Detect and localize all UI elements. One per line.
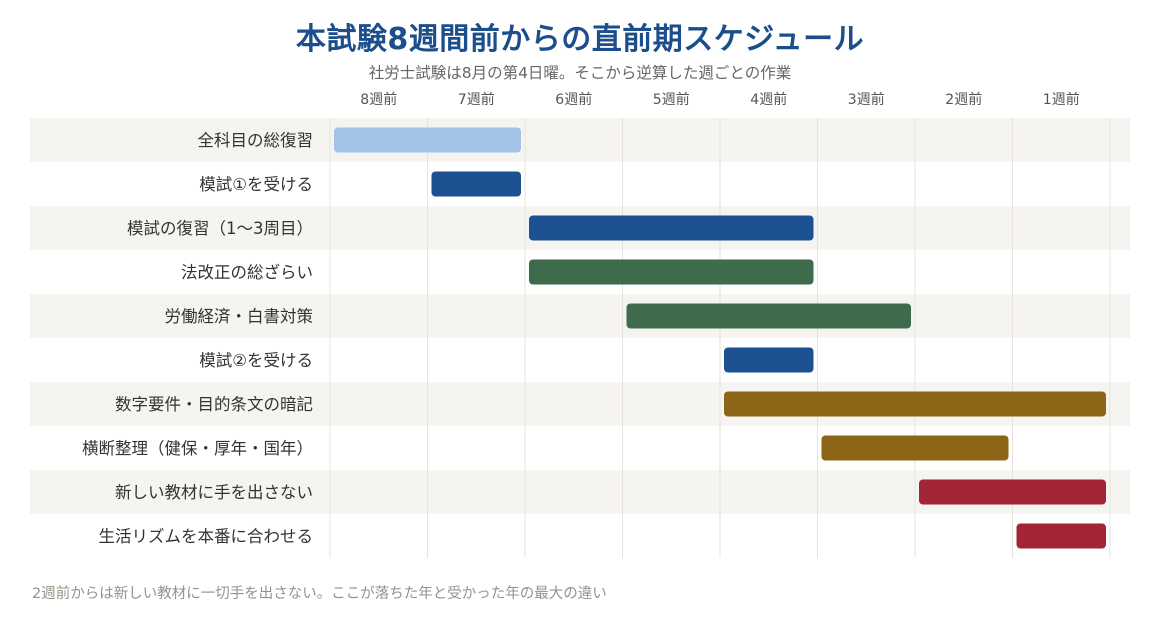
task-bar (724, 347, 814, 373)
x-tick-label: 5週前 (653, 91, 690, 108)
task-label: 横断整理（健保・厚年・国年） (82, 439, 313, 458)
task-bar (529, 259, 814, 285)
task-bar (821, 435, 1009, 461)
task-label: 生活リズムを本番に合わせる (99, 527, 314, 546)
x-axis-ticks: 8週前 7週前 6週前 5週前 4週前 3週前 2週前 1週前 (360, 91, 1079, 108)
task-bar (431, 171, 521, 197)
row-band (30, 294, 1130, 338)
task-label: 模試の復習（1〜3周目） (127, 219, 313, 238)
task-label: 模試①を受ける (199, 175, 313, 194)
chart-title: 本試験8週間前からの直前期スケジュール (295, 22, 865, 57)
row-band (30, 118, 1130, 162)
chart-footnote: 2週前からは新しい教材に一切手を出さない。ここが落ちた年と受かった年の最大の違い (32, 586, 607, 602)
chart-subtitle: 社労士試験は8月の第4日曜。そこから逆算した週ごとの作業 (368, 64, 792, 82)
task-bar (334, 127, 521, 153)
x-tick-label: 8週前 (360, 91, 397, 108)
task-label: 法改正の総ざらい (181, 262, 313, 282)
x-tick-label: 3週前 (848, 91, 885, 108)
task-bars (334, 127, 1106, 549)
task-label: 新しい教材に手を出さない (115, 483, 313, 502)
x-tick-label: 4週前 (750, 91, 787, 108)
row-backgrounds (30, 118, 1130, 514)
task-bar (919, 479, 1106, 505)
task-label: 数字要件・目的条文の暗記 (115, 395, 313, 414)
x-tick-label: 6週前 (555, 91, 592, 108)
task-bar (724, 391, 1106, 417)
task-label: 模試②を受ける (199, 351, 313, 370)
gridlines (329, 118, 1111, 558)
x-tick-label: 1週前 (1043, 91, 1080, 108)
task-bar (529, 215, 814, 241)
x-tick-label: 7週前 (458, 91, 495, 108)
task-bar (626, 303, 911, 329)
x-tick-label: 2週前 (945, 91, 982, 108)
task-bar (1016, 523, 1106, 549)
gantt-chart: 8週前 7週前 6週前 5週前 4週前 3週前 2週前 1週前 全科目の総復習模試①を受ける模… (30, 91, 1130, 558)
task-label: 労働経済・白書対策 (165, 307, 314, 326)
task-label: 全科目の総復習 (198, 131, 314, 150)
